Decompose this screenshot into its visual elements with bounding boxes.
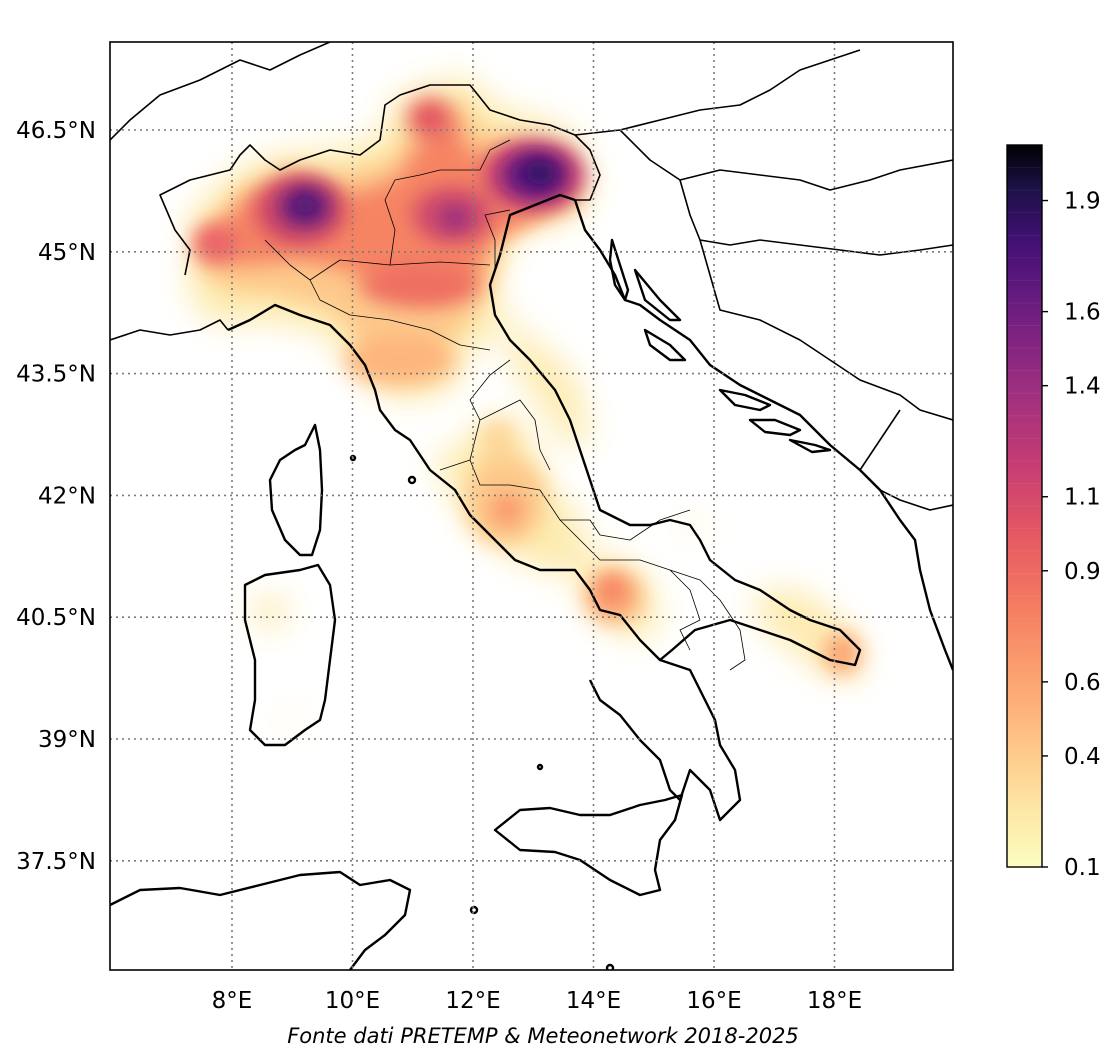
- lat-tick-label: 39°N: [38, 727, 96, 753]
- colorbar-tick-label: 0.1: [1064, 855, 1101, 881]
- density-emilia: [345, 335, 455, 385]
- density-sardinia-s: [285, 711, 299, 725]
- lon-tick-label: 14°E: [566, 988, 621, 1014]
- density-layer: [190, 78, 865, 725]
- colorbar-bands: [1007, 167, 1042, 845]
- density-udine-peak: [524, 161, 556, 185]
- colorbar-gradient: [1007, 145, 1042, 867]
- density-verona-core: [439, 206, 471, 230]
- colorbar-tick-label: 0.4: [1064, 744, 1101, 770]
- small-islands: [349, 454, 615, 970]
- density-tuscany: [480, 420, 516, 460]
- longitude-labels: 8°E 10°E 12°E 14°E 16°E 18°E: [212, 988, 862, 1014]
- density-salento: [824, 633, 860, 673]
- lat-tick-label: 37.5°N: [16, 849, 96, 875]
- regional-borders: [264, 139, 746, 671]
- lat-tick-label: 46.5°N: [16, 118, 96, 144]
- data-source-credit: Fonte dati PRETEMP & Meteonetwork 2018-2…: [287, 1024, 799, 1048]
- lon-tick-label: 18°E: [807, 988, 862, 1014]
- colorbar-tick-label: 0.6: [1064, 670, 1101, 696]
- alpine-border: [110, 42, 953, 511]
- balkan-coastline: [573, 199, 953, 671]
- colorbar-tick-label: 1.4: [1064, 374, 1101, 400]
- density-naples-core: [598, 576, 626, 604]
- lon-tick-label: 12°E: [445, 988, 500, 1014]
- map-frame: [109, 41, 954, 971]
- lon-tick-label: 8°E: [212, 988, 253, 1014]
- density-piedmont: [193, 225, 237, 261]
- dalmatian-islands: [608, 238, 832, 454]
- latitude-labels: 46.5°N 45°N 43.5°N 42°N 40.5°N 39°N 37.5°N: [16, 118, 96, 875]
- density-rome-core: [491, 494, 523, 526]
- density-milan-peak: [293, 195, 317, 215]
- density-trentino: [408, 98, 452, 138]
- lat-tick-label: 45°N: [38, 240, 96, 266]
- density-sardinia-n: [252, 596, 288, 628]
- colorbar-ticks: 1.9 1.6 1.4 1.1 0.9 0.6 0.4 0.1: [1042, 189, 1101, 881]
- colorbar-frame: [1006, 144, 1043, 868]
- colorbar-tick-label: 1.9: [1064, 189, 1101, 215]
- lat-tick-label: 43.5°N: [16, 362, 96, 388]
- colorbar: 1.9 1.6 1.4 1.1 0.9 0.6 0.4 0.1: [1006, 144, 1101, 881]
- density-gargano: [687, 519, 703, 535]
- lon-tick-label: 10°E: [325, 988, 380, 1014]
- lat-tick-label: 40.5°N: [16, 605, 96, 631]
- gridlines: [110, 42, 953, 970]
- corsica-coastline: [268, 423, 324, 557]
- colorbar-tick-label: 1.6: [1064, 300, 1101, 326]
- geography-lines: [110, 42, 953, 970]
- africa-coastline: [110, 870, 412, 970]
- sardinia-coastline: [243, 563, 337, 747]
- density-po-valley: [360, 263, 480, 307]
- sicily-coastline: [493, 793, 684, 897]
- colorbar-tick-label: 1.1: [1064, 485, 1101, 511]
- lat-tick-label: 42°N: [38, 483, 96, 509]
- density-layer-3: [205, 120, 570, 300]
- lon-tick-label: 16°E: [686, 988, 741, 1014]
- density-elba: [428, 456, 446, 470]
- colorbar-tick-label: 0.9: [1064, 559, 1101, 585]
